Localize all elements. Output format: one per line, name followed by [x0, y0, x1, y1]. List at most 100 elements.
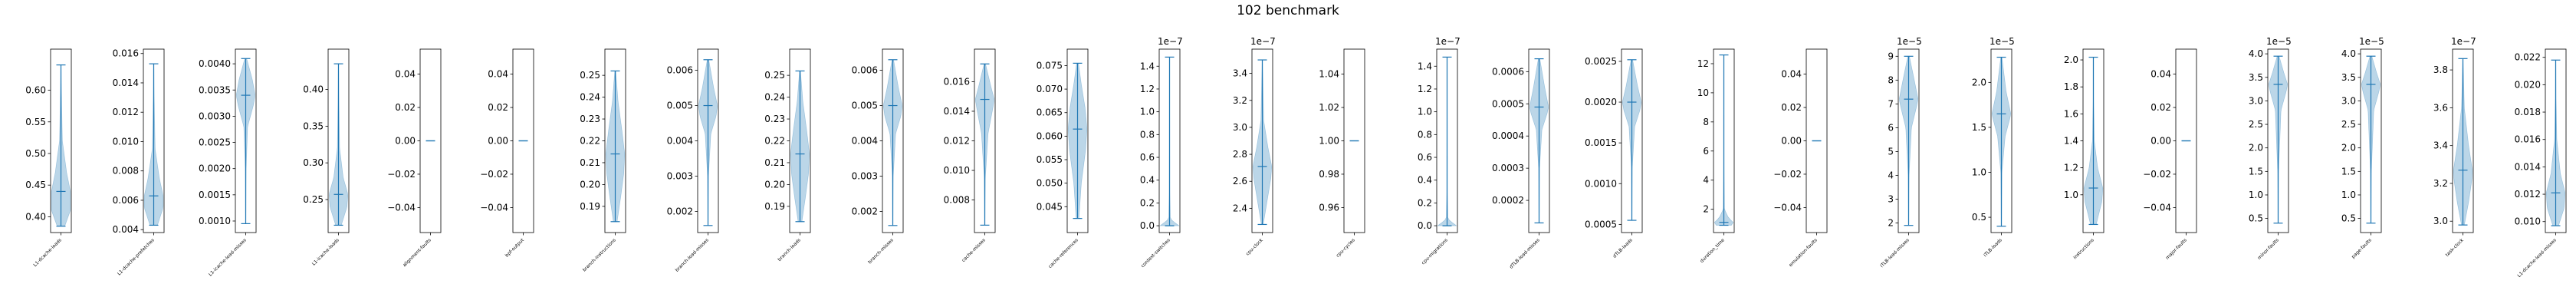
y-tick-label: 0.010	[944, 165, 970, 176]
y-tick-label: 0.23	[580, 114, 600, 124]
x-tick-label: task-clock	[2445, 237, 2466, 258]
y-tick-label: 0.0015	[1585, 137, 1617, 148]
y-tick-label: 0.0020	[199, 163, 231, 174]
y-tick-label: 0.020	[2515, 79, 2541, 90]
y-tick-label: 1.4	[1140, 61, 1155, 71]
y-tick-label: 0.005	[667, 101, 693, 111]
y-tick-label: 2.5	[2249, 119, 2263, 130]
x-tick-label: alignment-faults	[402, 237, 432, 268]
y-tick-label: 0.02	[395, 102, 416, 113]
y-tick-label: 0.55	[25, 117, 46, 127]
y-tick-label: 0.005	[852, 101, 878, 111]
y-tick-label: 0.012	[113, 107, 139, 117]
x-tick-label: L1-dcache-load-misses	[2516, 237, 2557, 278]
panel-context-switches: 0.0 0.2 0.4 0.6 0.8 1.0 1.2 1.4 1e−7 context-swit…	[1140, 36, 1183, 269]
y-tick-label: 0.4	[1140, 175, 1155, 186]
panel-branch-instructions: 0.19 0.20 0.21 0.22 0.23 0.24 0.25 branch-instr…	[580, 48, 626, 273]
y-tick-label: 1.0	[2249, 190, 2263, 200]
panel-L1-icache-load-misses: 0.0010 0.0015 0.0020 0.0025 0.0030 0.0035 0.00…	[199, 48, 257, 277]
x-tick-label: cpu-cycles	[1336, 237, 1356, 258]
y-tick-label: 0.010	[2515, 216, 2541, 227]
y-tick-label: 0.21	[764, 157, 785, 168]
y-tick-label: 1.4	[1418, 61, 1432, 71]
y-tick-label: 4.0	[2249, 48, 2263, 59]
y-tick-label: 0.5	[2249, 213, 2263, 224]
y-tick-label: 3.0	[2249, 95, 2263, 106]
x-tick-label: page-faults	[2351, 237, 2373, 259]
x-tick-label: cache-misses	[961, 237, 987, 263]
y-tick-label: 1.0	[1972, 167, 1986, 178]
x-tick-label: major-faults	[2165, 237, 2188, 260]
panel-branch-loads: 0.19 0.20 0.21 0.22 0.23 0.24 0.25 branch-loads	[764, 48, 811, 262]
y-offset-label: 1e−7	[1158, 36, 1183, 47]
y-tick-label: 3.4	[1233, 68, 1247, 79]
x-tick-label: branch-loads	[777, 237, 802, 262]
y-tick-label: 0.014	[113, 78, 139, 88]
y-tick-label: 5	[1888, 146, 1894, 157]
y-tick-label: 7	[1888, 98, 1894, 109]
y-tick-label: 6	[1703, 146, 1709, 157]
panel-page-faults: 0.5 1.0 1.5 2.0 2.5 3.0 3.5 4.01e−5 page-faults	[2341, 36, 2384, 259]
y-offset-label: 1e−5	[2359, 36, 2384, 47]
y-tick-label: 0.014	[2515, 161, 2541, 172]
y-tick-label: 3.2	[1233, 95, 1247, 106]
y-tick-label: 0.22	[580, 136, 600, 147]
y-tick-label: 0.6	[1140, 152, 1155, 163]
y-tick-label: 3.5	[2249, 72, 2263, 83]
y-tick-label: 0.018	[2515, 107, 2541, 117]
y-tick-label: 0.0004	[1492, 130, 1524, 141]
panel-duration_time: 2 4 6 8 10 12 duration_time	[1697, 48, 1735, 264]
y-tick-label: 2.0	[1972, 77, 1986, 87]
x-tick-label: L1-icache-loads	[311, 237, 340, 266]
panel-cpu-migrations: 0.0 0.2 0.4 0.6 0.8 1.0 1.2 1.4 1e−7 cpu-migratio…	[1418, 36, 1460, 266]
y-tick-label: 1.0	[2064, 190, 2078, 200]
panel-task-clock: 3.0 3.2 3.4 3.6 3.8 1e−7 task-clock	[2433, 36, 2476, 258]
y-tick-label: 0.0030	[199, 111, 231, 121]
y-tick-label: 0.008	[944, 195, 970, 206]
y-tick-label: 0.008	[113, 166, 139, 177]
y-tick-label: 0.0035	[199, 84, 231, 95]
y-tick-label: 0.00	[2150, 136, 2171, 147]
y-tick-label: 0.25	[764, 70, 785, 81]
y-tick-label: 0.4	[1418, 175, 1432, 186]
y-tick-label: 0.23	[764, 114, 785, 124]
y-tick-label: 0.19	[764, 201, 785, 212]
y-tick-label: 0.002	[667, 206, 693, 216]
y-tick-label: 0.04	[2150, 69, 2171, 80]
y-tick-label: 3.0	[2341, 95, 2356, 106]
x-tick-label: L1-icache-load-misses	[208, 237, 248, 277]
y-tick-label: 8	[1888, 74, 1894, 85]
y-tick-label: 0.022	[2515, 52, 2541, 63]
y-tick-label: 0.21	[580, 157, 600, 168]
y-tick-label: −0.02	[480, 169, 508, 180]
y-tick-label: −0.02	[387, 169, 416, 180]
x-tick-label: cache-references	[1047, 237, 1079, 269]
panel-emulation-faults: −0.04 −0.02 0.00 0.02 0.04 emulation-faults	[1773, 48, 1828, 268]
y-tick-label: 0.96	[1319, 202, 1339, 213]
y-tick-label: 0.02	[2150, 102, 2171, 113]
y-tick-label: 0.25	[303, 194, 324, 205]
y-tick-label: 0.5	[1972, 212, 1986, 223]
y-tick-label: 2	[1888, 218, 1894, 229]
y-tick-label: 2.4	[1233, 203, 1247, 213]
y-tick-label: 0.22	[764, 136, 785, 147]
y-tick-label: 0.070	[1037, 84, 1063, 94]
y-tick-label: 0.00	[488, 136, 508, 147]
y-tick-label: 1.5	[2341, 166, 2356, 177]
panel-cpu-clock: 2.4 2.6 2.8 3.0 3.2 3.4 1e−7 cpu-clock	[1233, 36, 1276, 257]
y-tick-label: 0.055	[1037, 154, 1063, 165]
y-tick-label: 4	[1703, 175, 1709, 186]
y-tick-label: 0.003	[852, 170, 878, 181]
y-tick-label: 3.0	[2433, 216, 2448, 226]
x-tick-label: L1-dcache-loads	[32, 237, 63, 268]
y-tick-label: 0.02	[488, 102, 508, 113]
y-tick-label: 0.0	[1140, 220, 1155, 231]
y-tick-label: 8	[1703, 117, 1709, 127]
y-tick-label: 0.0005	[1585, 219, 1617, 229]
panel-branch-load-misses: 0.002 0.003 0.004 0.005 0.006 branch-load-mis…	[667, 48, 719, 273]
y-tick-label: 2	[1703, 204, 1709, 215]
panel-L1-dcache-loads: 0.40 0.45 0.50 0.55 0.60 L1-dcache-loads	[25, 48, 72, 268]
y-tick-label: 1.0	[2341, 190, 2356, 200]
